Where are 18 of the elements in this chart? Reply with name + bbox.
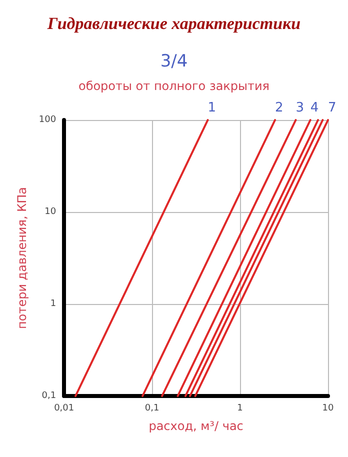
y-tick-label: 1	[50, 299, 56, 309]
series-label: 2	[275, 100, 284, 116]
x-axis-title: расход, м³/ час	[148, 419, 244, 433]
series-label: 7	[328, 100, 336, 116]
x-tick-label: 0,1	[144, 404, 160, 414]
text: обороты от полного закрытия	[78, 79, 270, 93]
x-tick-label: 0,01	[54, 404, 74, 414]
series-label: 3	[296, 100, 304, 116]
series-label: 1	[208, 100, 216, 116]
x-tick-label: 10	[322, 404, 334, 414]
y-tick-label: 10	[44, 207, 56, 217]
y-axis-title: потери давления, КПа	[15, 187, 29, 329]
y-tick-label: 100	[38, 115, 56, 125]
series-label: 4	[310, 100, 319, 116]
y-tick-label: 0,1	[42, 391, 56, 401]
chart-title: Гидравлические характеристики	[46, 14, 301, 33]
x-tick-label: 1	[237, 404, 243, 414]
chart-subtitle: 3/4	[160, 52, 188, 72]
